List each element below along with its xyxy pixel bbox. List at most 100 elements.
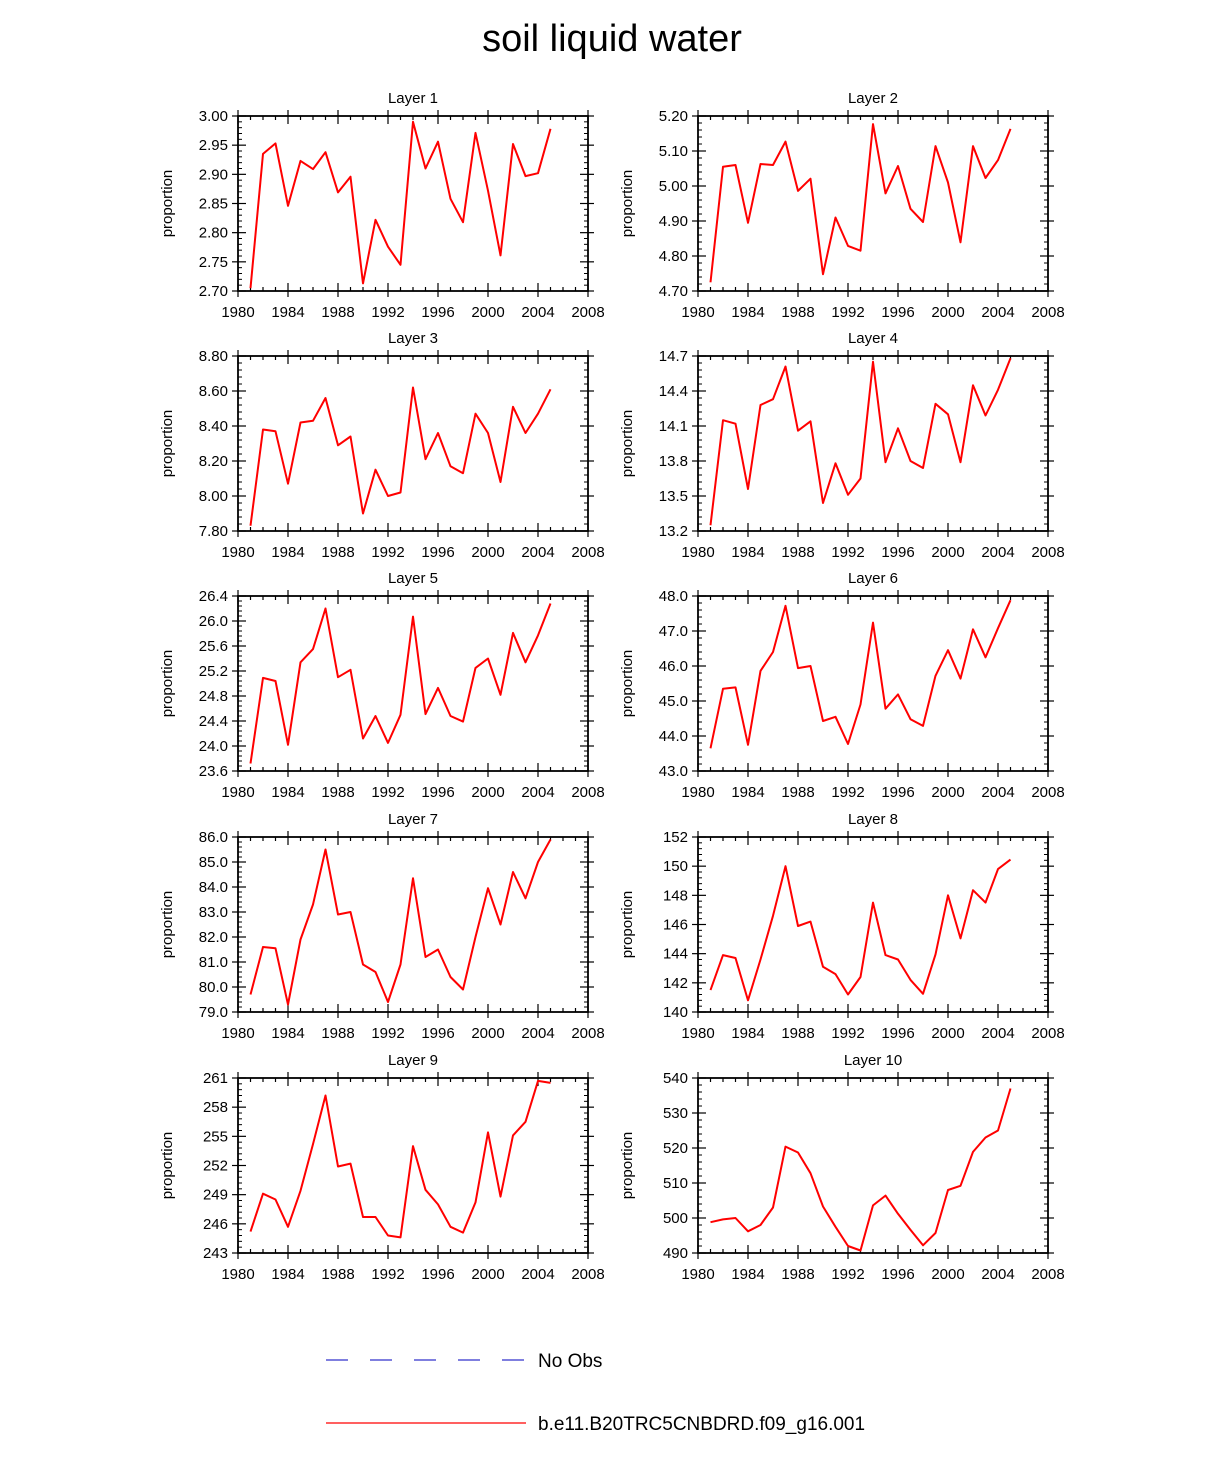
y-tick-label: 150 (663, 858, 688, 875)
x-tick-label: 1992 (371, 544, 404, 561)
x-tick-label: 2000 (471, 784, 504, 801)
y-tick-label: 47.0 (659, 623, 688, 640)
x-tick-label: 2004 (521, 304, 554, 321)
plot-frame (237, 1077, 589, 1254)
y-tick-label: 2.90 (199, 166, 228, 183)
x-tick-label: 1996 (881, 1266, 914, 1283)
y-tick-label: 5.20 (659, 108, 688, 125)
y-tick-label: 48.0 (659, 588, 688, 605)
y-tick-label: 2.85 (199, 196, 228, 213)
plot-frame (237, 115, 589, 292)
y-axis-label: proportion (159, 410, 176, 478)
x-tick-label: 2000 (471, 544, 504, 561)
panel-title: Layer 8 (848, 811, 898, 828)
x-tick-label: 2000 (471, 1266, 504, 1283)
panel-5: Layer 5 1980 1984 1988 1992 1996 2000 2004 2008 2… (159, 570, 605, 801)
x-tick-label: 2004 (981, 1025, 1014, 1042)
x-tick-label: 2000 (931, 1025, 964, 1042)
series-line (709, 357, 1012, 526)
y-tick-label: 510 (663, 1175, 688, 1192)
x-tick-label: 1992 (831, 304, 864, 321)
x-tick-label: 1996 (421, 1025, 454, 1042)
y-tick-label: 500 (663, 1210, 688, 1227)
series-line (249, 386, 552, 526)
plot-frame (237, 836, 589, 1013)
x-tick-label: 2008 (571, 544, 604, 561)
y-tick-label: 84.0 (199, 879, 228, 896)
x-tick-label: 1996 (421, 304, 454, 321)
y-tick-label: 520 (663, 1140, 688, 1157)
x-tick-label: 1984 (731, 1266, 764, 1283)
y-tick-label: 5.00 (659, 178, 688, 195)
y-tick-label: 4.70 (659, 283, 688, 300)
x-tick-label: 1984 (731, 544, 764, 561)
y-tick-label: 8.40 (199, 418, 228, 435)
y-tick-label: 540 (663, 1070, 688, 1087)
x-tick-label: 2004 (981, 784, 1014, 801)
y-tick-label: 82.0 (199, 929, 228, 946)
x-tick-label: 2000 (471, 304, 504, 321)
y-tick-label: 25.6 (199, 638, 228, 655)
y-tick-label: 252 (203, 1158, 228, 1175)
x-tick-label: 1996 (881, 544, 914, 561)
y-tick-label: 7.80 (199, 523, 228, 540)
x-tick-label: 1992 (831, 544, 864, 561)
y-tick-label: 79.0 (199, 1004, 228, 1021)
plot-frame (237, 355, 589, 532)
x-tick-label: 1992 (831, 1266, 864, 1283)
panel-title: Layer 1 (388, 90, 438, 107)
y-tick-label: 8.00 (199, 488, 228, 505)
y-tick-label: 83.0 (199, 904, 228, 921)
panel-2: Layer 2 1980 1984 1988 1992 1996 2000 2004 2008 4… (619, 90, 1065, 321)
x-tick-label: 1988 (781, 544, 814, 561)
x-tick-label: 1980 (681, 544, 714, 561)
x-tick-label: 1980 (221, 1266, 254, 1283)
y-axis-label: proportion (159, 650, 176, 718)
y-tick-label: 24.8 (199, 688, 228, 705)
panel-title: Layer 5 (388, 570, 438, 587)
y-tick-label: 25.2 (199, 663, 228, 680)
panel-1: Layer 1 1980 1984 1988 1992 1996 2000 2004 2008 2… (159, 90, 605, 321)
y-tick-label: 140 (663, 1004, 688, 1021)
x-tick-label: 2004 (521, 1266, 554, 1283)
y-tick-label: 8.20 (199, 453, 228, 470)
x-tick-label: 1980 (221, 544, 254, 561)
x-tick-label: 2008 (1031, 544, 1064, 561)
y-tick-label: 5.10 (659, 143, 688, 160)
series-line (249, 120, 552, 289)
x-tick-label: 1980 (221, 784, 254, 801)
x-tick-label: 2008 (1031, 784, 1064, 801)
y-tick-label: 86.0 (199, 829, 228, 846)
series-line (709, 599, 1012, 749)
panel-title: Layer 3 (388, 330, 438, 347)
y-tick-label: 142 (663, 975, 688, 992)
y-tick-label: 530 (663, 1105, 688, 1122)
x-tick-label: 1988 (321, 1266, 354, 1283)
x-tick-label: 2004 (521, 544, 554, 561)
x-tick-label: 2004 (521, 1025, 554, 1042)
y-tick-label: 80.0 (199, 979, 228, 996)
x-tick-label: 1996 (881, 304, 914, 321)
plot-frame (697, 836, 1049, 1013)
legend-item: b.e11.B20TRC5CNBDRD.f09_g16.001 (326, 1414, 865, 1435)
x-tick-label: 2008 (1031, 304, 1064, 321)
x-tick-label: 1980 (681, 1266, 714, 1283)
x-tick-label: 1988 (321, 784, 354, 801)
legend-item: No Obs (326, 1351, 602, 1372)
x-tick-label: 1980 (681, 304, 714, 321)
x-tick-label: 1996 (421, 784, 454, 801)
x-tick-label: 1988 (781, 1266, 814, 1283)
y-tick-label: 144 (663, 946, 688, 963)
x-tick-label: 2004 (981, 304, 1014, 321)
x-tick-label: 1988 (781, 304, 814, 321)
page-title: soil liquid water (482, 18, 742, 60)
y-tick-label: 81.0 (199, 954, 228, 971)
y-tick-label: 85.0 (199, 854, 228, 871)
x-tick-label: 1980 (681, 1025, 714, 1042)
x-tick-label: 2008 (571, 304, 604, 321)
legend: No Obs b.e11.B20TRC5CNBDRD.f09_g16.001 (326, 1351, 865, 1435)
x-tick-label: 1988 (321, 544, 354, 561)
x-tick-label: 1992 (371, 1025, 404, 1042)
y-tick-label: 490 (663, 1245, 688, 1262)
y-tick-label: 44.0 (659, 728, 688, 745)
